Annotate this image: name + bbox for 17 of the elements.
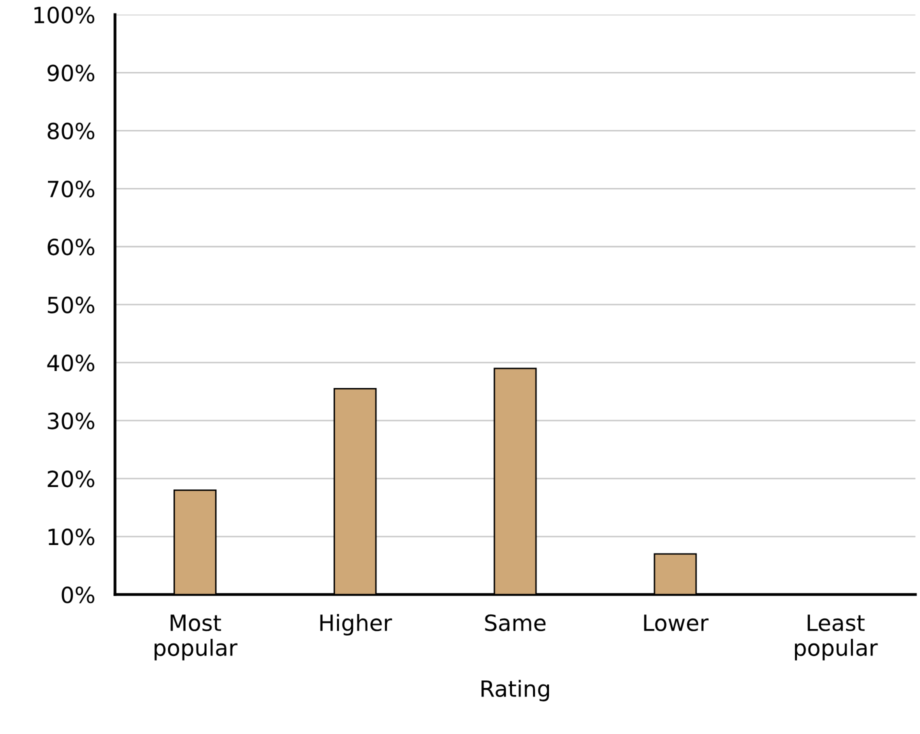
x-axis-title: Rating: [482, 680, 549, 702]
y-tick-label: 60%: [48, 238, 94, 256]
y-tick-label: 30%: [48, 412, 94, 430]
y-tick-label: 100%: [34, 6, 94, 24]
y-tick-label: 0%: [62, 586, 94, 604]
y-tick-label: 20%: [48, 470, 94, 488]
x-tick-label: Least popular: [794, 614, 878, 660]
y-tick-label: 50%: [48, 296, 94, 314]
y-tick-label: 80%: [48, 122, 94, 140]
y-tick-label: 90%: [48, 64, 94, 82]
x-tick-label: Most popular: [154, 614, 238, 660]
y-tick-label: 10%: [48, 528, 94, 546]
x-tick-label: Same: [485, 614, 546, 632]
y-tick-label: 70%: [48, 180, 94, 198]
x-tick-label: Lower: [644, 614, 709, 632]
y-tick-label: 40%: [47, 354, 94, 372]
x-tick-label: Higher: [320, 614, 392, 636]
